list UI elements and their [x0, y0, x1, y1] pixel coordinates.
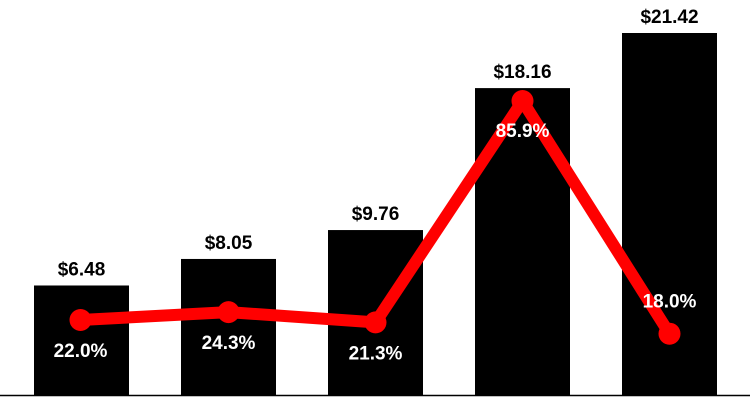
bar-value-label: $6.48 [58, 259, 106, 280]
growth-point [217, 301, 240, 324]
bar-value-label: $8.05 [205, 233, 253, 254]
growth-point [69, 309, 92, 331]
growth-value-label: 85.9% [496, 121, 550, 142]
bar-value-labels: $6.48 $8.05 $9.76 $18.16 $21.42 [58, 7, 699, 280]
bar [34, 285, 129, 395]
bar-value-label: $21.42 [640, 7, 698, 28]
growth-point [511, 90, 534, 112]
growth-value-label: 24.3% [202, 333, 256, 354]
growth-point [364, 311, 387, 334]
growth-value-label: 21.3% [349, 343, 403, 364]
growth-value-label: 22.0% [54, 341, 108, 362]
growth-value-labels: 22.0% 24.3% 21.3% 85.9% 18.0% [54, 121, 697, 364]
growth-line-series [69, 90, 681, 345]
bar-value-label: $9.76 [352, 204, 400, 225]
growth-value-label: 18.0% [643, 292, 697, 313]
bar [181, 258, 276, 395]
growth-point [658, 322, 681, 345]
bar-value-label: $18.16 [493, 62, 551, 83]
